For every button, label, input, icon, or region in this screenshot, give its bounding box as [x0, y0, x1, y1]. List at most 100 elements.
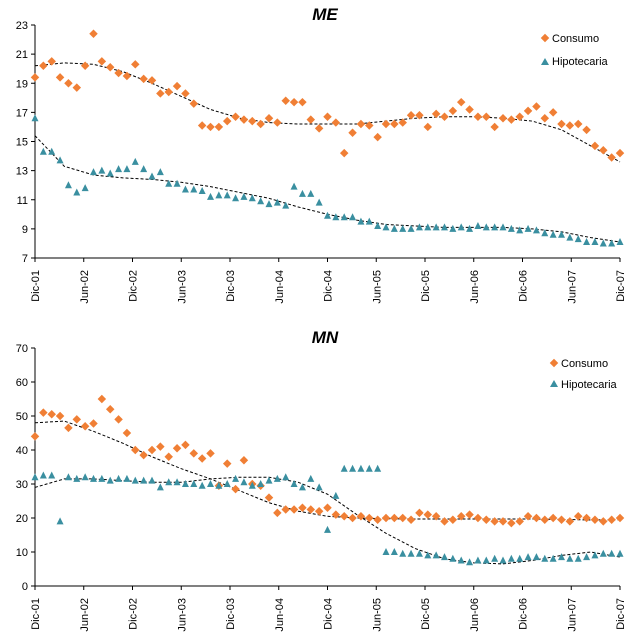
data-point-hipotecaria	[549, 554, 557, 562]
data-point-consumo	[540, 113, 550, 123]
data-point-hipotecaria	[73, 188, 81, 196]
data-point-hipotecaria	[307, 474, 315, 482]
data-point-consumo	[590, 515, 600, 524]
data-point-consumo	[440, 112, 449, 121]
legend-consumo-diamond-mn	[549, 358, 559, 368]
data-point-consumo	[557, 119, 566, 129]
x-tick-label: Dic-04	[323, 598, 335, 630]
data-point-hipotecaria	[115, 474, 123, 482]
data-point-consumo	[89, 419, 98, 428]
data-point-hipotecaria	[332, 213, 340, 221]
data-point-consumo	[381, 513, 391, 523]
data-point-hipotecaria	[90, 168, 97, 176]
data-point-hipotecaria	[56, 156, 64, 164]
data-point-hipotecaria	[365, 464, 373, 472]
y-tick-label: 15	[16, 137, 28, 149]
data-point-hipotecaria	[491, 554, 499, 562]
legend-label-hipotecaria-me: Hipotecaria	[552, 56, 609, 68]
data-point-consumo	[373, 132, 382, 142]
data-point-consumo	[565, 121, 575, 130]
x-tick-label: Jun-07	[566, 598, 578, 632]
data-point-consumo	[197, 121, 207, 130]
data-point-hipotecaria	[474, 556, 482, 564]
data-point-hipotecaria	[407, 224, 415, 232]
x-tick-label: Jun-03	[176, 270, 188, 304]
data-point-hipotecaria	[558, 553, 565, 561]
data-point-hipotecaria	[207, 480, 214, 487]
x-tick-label: Jun-02	[79, 270, 91, 304]
data-point-hipotecaria	[123, 474, 131, 482]
data-point-consumo	[323, 503, 332, 513]
data-point-hipotecaria	[549, 230, 557, 238]
legend-me: Consumo Hipotecaria	[540, 33, 609, 68]
data-point-hipotecaria	[290, 182, 298, 190]
data-point-consumo	[565, 517, 575, 526]
x-tick-label: Dic-02	[128, 598, 140, 630]
data-point-consumo	[365, 513, 374, 523]
data-point-hipotecaria	[566, 554, 574, 562]
data-point-consumo	[456, 97, 466, 107]
data-point-hipotecaria	[608, 549, 616, 557]
data-point-consumo	[189, 99, 199, 108]
y-tick-label: 60	[16, 377, 28, 389]
chart-title-me: ME	[312, 5, 338, 24]
data-point-hipotecaria	[324, 525, 331, 533]
data-point-hipotecaria	[39, 147, 47, 155]
x-tick-label: Jun-06	[469, 270, 481, 304]
data-point-hipotecaria	[524, 553, 532, 561]
data-point-hipotecaria	[324, 211, 331, 219]
data-point-consumo	[264, 493, 274, 502]
data-point-hipotecaria	[340, 464, 348, 472]
data-point-hipotecaria	[541, 229, 549, 237]
data-point-hipotecaria	[457, 223, 465, 231]
data-point-hipotecaria	[357, 217, 365, 225]
data-point-hipotecaria	[181, 480, 189, 487]
data-point-hipotecaria	[499, 556, 507, 564]
y-tick-label: 50	[16, 411, 28, 423]
data-point-consumo	[406, 515, 416, 524]
data-point-hipotecaria	[382, 548, 390, 555]
data-point-consumo	[97, 57, 107, 66]
data-point-hipotecaria	[165, 478, 173, 486]
data-point-consumo	[72, 415, 82, 424]
data-point-consumo	[314, 124, 324, 133]
data-point-hipotecaria	[273, 198, 281, 206]
data-point-hipotecaria	[273, 474, 281, 482]
data-point-consumo	[47, 410, 56, 419]
data-point-hipotecaria	[466, 224, 474, 232]
data-point-consumo	[122, 71, 132, 81]
x-tick-label: Dic-07	[615, 598, 626, 630]
data-point-hipotecaria	[31, 473, 39, 481]
y-tick-label: 7	[22, 253, 28, 265]
data-point-hipotecaria	[265, 200, 273, 208]
data-point-hipotecaria	[198, 481, 206, 489]
plot-me: 7 9 11 13 15 17 19 21 23 Dic-01 Jun-02 Dic-02 Jun-03…	[16, 20, 626, 304]
data-point-consumo	[214, 122, 224, 132]
data-point-consumo	[482, 515, 491, 524]
data-point-hipotecaria	[332, 491, 340, 499]
data-point-hipotecaria	[583, 553, 591, 561]
data-point-consumo	[573, 512, 583, 521]
data-point-hipotecaria	[232, 474, 240, 482]
data-point-consumo	[615, 513, 625, 523]
data-point-hipotecaria	[156, 168, 164, 176]
data-point-hipotecaria	[432, 223, 440, 231]
data-point-hipotecaria	[558, 230, 565, 238]
data-point-consumo	[30, 432, 40, 441]
data-point-consumo	[398, 118, 407, 127]
data-point-hipotecaria	[432, 551, 440, 559]
data-point-consumo	[156, 89, 165, 98]
data-point-hipotecaria	[399, 549, 407, 557]
x-tick-label: Jun-07	[566, 270, 578, 304]
data-point-consumo	[306, 115, 316, 124]
data-point-hipotecaria	[591, 551, 599, 559]
data-point-consumo	[298, 97, 307, 107]
data-point-consumo	[390, 513, 399, 523]
trendline-consumo	[34, 62, 621, 163]
data-point-consumo	[423, 122, 433, 132]
data-point-consumo	[548, 513, 558, 523]
data-point-hipotecaria	[424, 223, 432, 231]
data-point-hipotecaria	[365, 217, 373, 225]
x-tick-label: Dic-04	[323, 270, 335, 302]
